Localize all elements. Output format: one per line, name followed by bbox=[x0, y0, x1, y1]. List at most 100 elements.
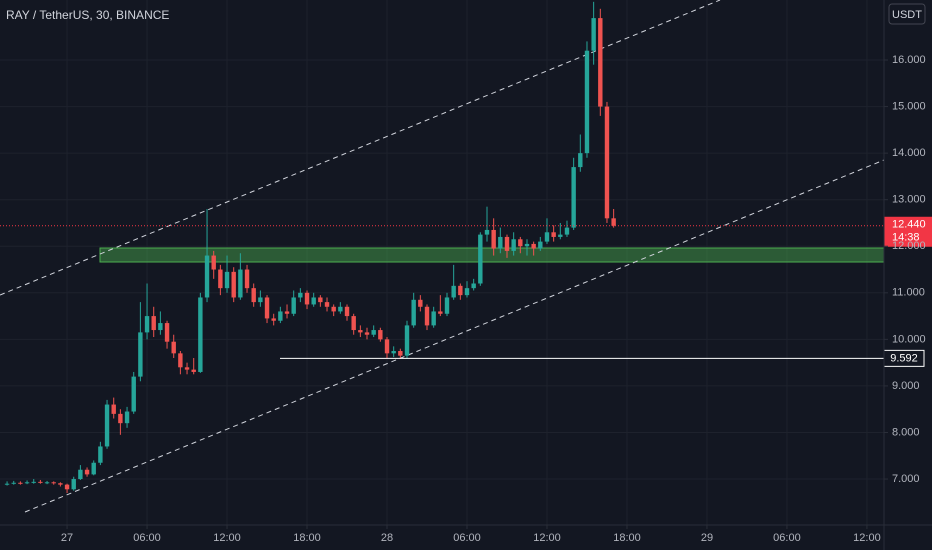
candle-body bbox=[364, 332, 370, 335]
candle-body bbox=[78, 469, 83, 480]
x-tick-label: 12:00 bbox=[213, 532, 241, 544]
x-tick-label: 27 bbox=[61, 532, 73, 544]
last-price-label: 12.440 bbox=[892, 219, 926, 231]
candle-body bbox=[104, 404, 110, 447]
channel-lower bbox=[24, 159, 885, 513]
x-tick-label: 12:00 bbox=[533, 532, 561, 544]
candle-body bbox=[164, 323, 170, 342]
candle-body bbox=[271, 318, 276, 321]
candle-body bbox=[511, 239, 516, 251]
candle-body bbox=[38, 481, 43, 483]
candle-body bbox=[524, 243, 530, 247]
candle-body bbox=[111, 404, 116, 414]
candle-body bbox=[451, 285, 456, 298]
candle-body bbox=[378, 330, 383, 340]
candle-body bbox=[438, 311, 443, 314]
candle-body bbox=[91, 462, 96, 475]
candle-body bbox=[331, 306, 336, 312]
candle-body bbox=[504, 236, 510, 251]
candle-body bbox=[298, 292, 303, 298]
candle-body bbox=[291, 297, 296, 314]
candle-body bbox=[238, 269, 243, 298]
candle-body bbox=[478, 234, 483, 284]
candle-body bbox=[151, 316, 156, 331]
candle-body bbox=[144, 316, 150, 333]
x-tick-label: 12:00 bbox=[853, 532, 881, 544]
candle-body bbox=[578, 153, 583, 168]
candle-body bbox=[464, 288, 470, 296]
candle-body bbox=[384, 339, 390, 354]
candle-body bbox=[64, 484, 70, 490]
candle-body bbox=[171, 341, 176, 354]
candle-body bbox=[538, 241, 543, 249]
y-tick-label: 15.000 bbox=[892, 100, 926, 112]
last-price-label-box bbox=[884, 216, 932, 247]
candle-body bbox=[124, 411, 130, 424]
candle-body bbox=[231, 271, 236, 298]
candle-body bbox=[371, 330, 376, 335]
candle-body bbox=[118, 413, 123, 424]
y-tick-label: 11.000 bbox=[892, 287, 925, 299]
x-tick-label: 29 bbox=[701, 532, 713, 544]
price-level-label: 9.592 bbox=[890, 352, 918, 364]
candle-body bbox=[218, 269, 223, 289]
candle-body bbox=[558, 234, 563, 237]
candle-body bbox=[484, 229, 490, 235]
candle-body bbox=[338, 306, 343, 312]
candle-body bbox=[224, 271, 230, 289]
candle-body bbox=[584, 50, 590, 154]
candle-body bbox=[198, 297, 203, 372]
candle-body bbox=[598, 18, 603, 107]
candle-body bbox=[4, 483, 10, 485]
candle-body bbox=[344, 306, 350, 317]
candle-body bbox=[98, 446, 103, 463]
candle-body bbox=[398, 351, 403, 356]
candle-body bbox=[58, 483, 63, 485]
candle-body bbox=[518, 239, 523, 247]
candle-body bbox=[71, 479, 76, 490]
candle-body bbox=[544, 232, 550, 242]
candle-body bbox=[11, 482, 16, 484]
candle-body bbox=[351, 316, 356, 331]
candle-body bbox=[324, 302, 330, 307]
candle-body bbox=[184, 367, 190, 370]
candle-body bbox=[604, 106, 610, 219]
candle-body bbox=[24, 482, 30, 484]
candle-body bbox=[31, 481, 36, 483]
candle-body bbox=[284, 311, 290, 314]
x-tick-label: 18:00 bbox=[293, 532, 321, 544]
candle-body bbox=[211, 255, 216, 270]
candle-body bbox=[391, 351, 396, 354]
y-tick-label: 12.000 bbox=[892, 240, 926, 252]
candle-body bbox=[471, 283, 476, 289]
candle-body bbox=[251, 288, 256, 303]
candle-body bbox=[444, 297, 450, 314]
candle-body bbox=[318, 297, 323, 303]
candle-body bbox=[84, 469, 90, 475]
y-tick-label: 10.000 bbox=[892, 333, 926, 345]
candle-body bbox=[458, 285, 463, 296]
candle-body bbox=[564, 227, 570, 235]
candle-body bbox=[191, 369, 196, 372]
candle-body bbox=[411, 299, 416, 326]
x-tick-label: 06:00 bbox=[773, 532, 801, 544]
candle-body bbox=[138, 332, 143, 377]
candle-body bbox=[178, 353, 183, 368]
x-tick-label: 18:00 bbox=[613, 532, 641, 544]
candle-body bbox=[491, 229, 496, 249]
y-tick-label: 8.000 bbox=[892, 426, 920, 438]
candle-body bbox=[44, 482, 50, 484]
candle-body bbox=[531, 243, 536, 249]
candle-body bbox=[551, 232, 556, 237]
currency-button[interactable] bbox=[888, 3, 926, 25]
x-tick-label: 06:00 bbox=[453, 532, 481, 544]
candle-body bbox=[611, 218, 616, 226]
candle-body bbox=[278, 311, 283, 321]
candle-body bbox=[424, 306, 430, 326]
currency-label[interactable]: USDT bbox=[892, 9, 922, 21]
x-tick-label: 28 bbox=[381, 532, 393, 544]
candle-body bbox=[244, 269, 250, 289]
